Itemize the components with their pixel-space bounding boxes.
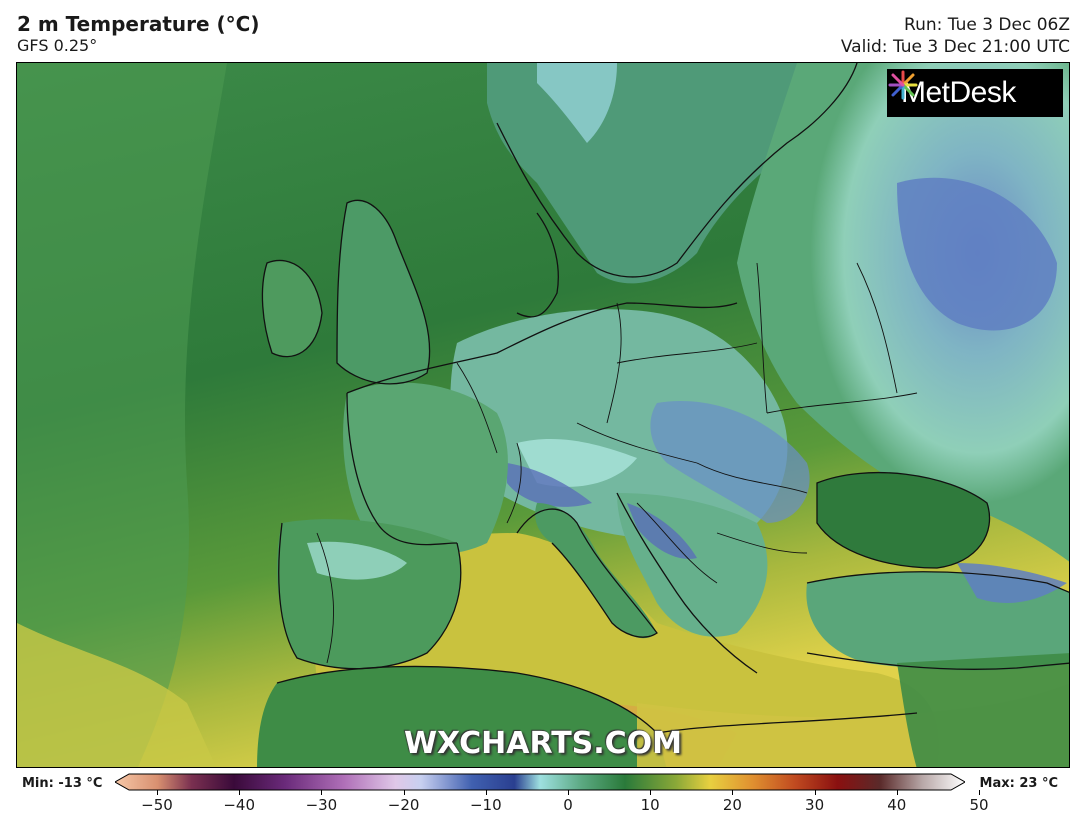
colorbar-tickmark (239, 790, 241, 795)
country-borders (316, 262, 918, 664)
colorbar-tick-label: 20 (722, 796, 742, 814)
colorbar-ticks: −50 −40 −30 −20 −10 0 10 20 30 40 50 (0, 790, 1088, 820)
colorbar-tick-label: 30 (805, 796, 825, 814)
colorbar-tick-label: 40 (887, 796, 907, 814)
valid-time: Valid: Tue 3 Dec 21:00 UTC (840, 37, 1070, 57)
colorbar-tick-label: −50 (141, 796, 173, 814)
logo-text: MetDesk (901, 76, 1016, 109)
colorbar-tick-label: 0 (563, 796, 573, 814)
colorbar-legend: Min: -13 °C (0, 770, 1088, 833)
colorbar-tickmark (157, 790, 158, 795)
colorbar-tick-label: −40 (223, 796, 256, 814)
metdesk-starburst-icon (888, 70, 918, 100)
colorbar-tick-label: −10 (469, 796, 502, 814)
max-label: Max: 23 °C (979, 776, 1058, 791)
colorbar-tickmark (650, 790, 652, 795)
coastlines (261, 63, 1069, 734)
colorbar-tickmark (732, 790, 734, 795)
colorbar-tickmark (321, 790, 323, 795)
colorbar-tickmark (979, 790, 980, 795)
colorbar (115, 773, 965, 791)
metdesk-logo: MetDesk (887, 69, 1063, 117)
map-canvas (17, 63, 1069, 767)
colorbar-tickmark (814, 790, 816, 795)
colorbar-tickmark (568, 790, 569, 795)
colorbar-tick-label: 10 (640, 796, 660, 814)
min-label: Min: -13 °C (22, 776, 103, 791)
temperature-map[interactable]: MetDesk WXCHARTS.COM (16, 62, 1070, 768)
model-label: GFS 0.25° (17, 36, 98, 55)
colorbar-tick-label: −20 (387, 796, 420, 814)
colorbar-tickmark (403, 790, 405, 795)
map-title: 2 m Temperature (°C) (17, 12, 260, 36)
colorbar-tick-label: −30 (305, 796, 338, 814)
run-time: Run: Tue 3 Dec 06Z (904, 15, 1070, 35)
header-left: 2 m Temperature (°C) GFS 0.25° (17, 12, 259, 56)
watermark: WXCHARTS.COM (403, 726, 683, 761)
colorbar-tickmark (485, 790, 487, 795)
header-right: Run: Tue 3 Dec 06Z Valid: Tue 3 Dec 21:0… (841, 14, 1070, 58)
colorbar-tickmark (896, 790, 898, 795)
colorbar-tick-label: 50 (969, 796, 989, 814)
